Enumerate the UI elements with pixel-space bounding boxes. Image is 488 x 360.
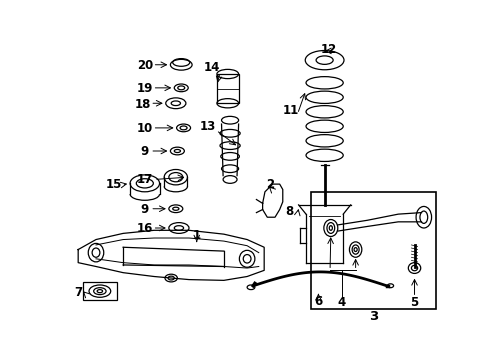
Text: 14: 14 <box>203 61 220 74</box>
Text: 18: 18 <box>134 98 150 111</box>
Bar <box>217 74 238 103</box>
Text: 19: 19 <box>136 82 153 95</box>
Text: 15: 15 <box>105 178 122 192</box>
Text: 1: 1 <box>192 229 201 242</box>
Text: 7: 7 <box>74 286 82 299</box>
Text: 13: 13 <box>200 120 216 133</box>
Text: 17: 17 <box>137 173 153 186</box>
Text: 11: 11 <box>282 104 298 117</box>
Text: 2: 2 <box>266 177 274 190</box>
Text: 9: 9 <box>141 145 149 158</box>
Text: 4: 4 <box>337 296 345 309</box>
Text: 9: 9 <box>141 203 149 216</box>
Bar <box>310 192 435 309</box>
Text: 16: 16 <box>136 222 153 235</box>
Text: 6: 6 <box>314 294 322 308</box>
Text: 8: 8 <box>285 204 293 217</box>
Text: 3: 3 <box>368 310 377 323</box>
Text: 10: 10 <box>137 122 153 135</box>
Bar <box>82 282 117 300</box>
Text: 5: 5 <box>409 296 418 309</box>
Text: 12: 12 <box>320 43 336 56</box>
Text: 20: 20 <box>137 59 153 72</box>
